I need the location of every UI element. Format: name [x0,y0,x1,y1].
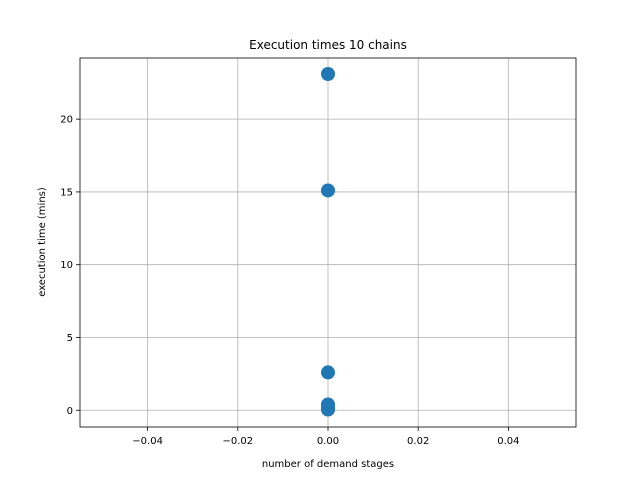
y-axis-ticks: 0 5 10 15 20 [60,115,80,417]
y-tick-label: 10 [60,260,73,271]
data-point [321,365,335,380]
data-points [321,67,335,417]
chart-title: Execution times 10 chains [249,38,407,52]
x-axis-ticks: −0.04 −0.02 0.00 0.02 0.04 [132,427,519,447]
x-axis-label: number of demand stages [262,459,394,470]
y-tick-label: 15 [60,187,73,198]
x-tick-label: 0.02 [407,436,429,447]
x-tick-label: 0.04 [497,436,519,447]
x-tick-label: −0.04 [132,436,163,447]
data-point [321,402,335,417]
x-tick-label: −0.02 [222,436,253,447]
y-axis-label: execution time (mins) [37,187,48,297]
y-tick-label: 0 [67,406,73,417]
y-tick-label: 20 [60,115,73,126]
data-point [321,67,335,82]
data-point [321,183,335,198]
y-tick-label: 5 [67,333,73,344]
x-tick-label: 0.00 [317,436,339,447]
